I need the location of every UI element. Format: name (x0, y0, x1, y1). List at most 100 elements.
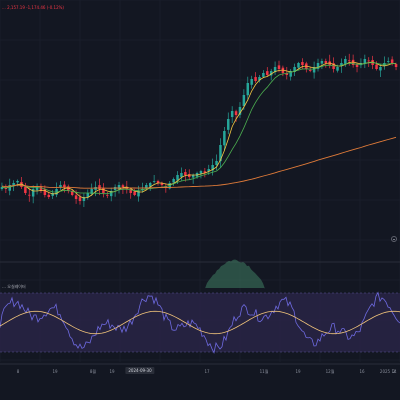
candle-body (273, 67, 277, 73)
candle-body (4, 188, 8, 189)
candle-body (129, 189, 132, 193)
candle-body (51, 193, 54, 196)
candle-body (70, 191, 74, 195)
ma-mid-line (1, 62, 397, 195)
candle-body (156, 181, 160, 183)
candle-body (47, 194, 51, 197)
candle-body (269, 71, 273, 76)
candle-body (234, 111, 238, 115)
candle-body (31, 189, 35, 197)
candle-body (211, 165, 214, 171)
candle-body (347, 60, 351, 62)
oscillator-line (0, 291, 400, 354)
x-axis-tick-label: 12월 (325, 369, 335, 374)
candle-body (379, 67, 382, 71)
candle-body (16, 181, 19, 183)
candle-body (285, 73, 289, 75)
candle-body (102, 188, 105, 193)
x-axis-tick-label: 19 (52, 369, 58, 374)
candle-body (199, 171, 203, 174)
ohlc-readout: ... 2,157.19 -1,174.46 (-0.12%) (2, 5, 64, 10)
candle-body (312, 67, 316, 73)
candle-body (254, 77, 257, 81)
candle-body (316, 63, 320, 69)
candle-body (258, 77, 261, 81)
pane-settings-icon[interactable] (391, 236, 397, 242)
candle-body (78, 197, 82, 201)
candle-body (262, 73, 265, 77)
candle-body (35, 187, 39, 191)
candle-body (63, 184, 66, 187)
candle-body (297, 63, 300, 68)
candle-body (12, 183, 15, 186)
candle-body (148, 183, 152, 187)
candle-body (8, 185, 12, 191)
candle-body (277, 65, 281, 69)
ma-long-line (1, 136, 397, 189)
candle-body (28, 194, 31, 196)
candle-body (203, 171, 207, 173)
candle-body (250, 79, 253, 85)
candle-body (230, 111, 234, 118)
candle-body (308, 70, 312, 71)
x-axis-tick-label: 8월 (89, 369, 97, 374)
ma-short-line (1, 61, 396, 199)
candle-body (184, 172, 187, 175)
candle-body (246, 83, 250, 96)
candle-body (145, 185, 148, 188)
x-axis-tick-label: 2 (392, 369, 396, 374)
candle-body (39, 186, 43, 191)
x-axis-tick-label: 19 (295, 369, 301, 374)
candle-body (74, 195, 78, 199)
candle-body (227, 119, 230, 130)
x-axis-tick-label: 8 (16, 369, 20, 374)
x-axis-tick-label: 14 (391, 369, 397, 374)
oscillator-band (0, 293, 400, 352)
candle-body (82, 197, 86, 202)
candle-body (344, 59, 347, 64)
x-axis-tick-label: 16 (359, 369, 365, 374)
candle-body (86, 193, 90, 198)
candle-body (172, 179, 175, 183)
candle-body (386, 61, 390, 62)
candle-body (106, 194, 109, 196)
candle-body (67, 186, 70, 191)
candle-body (219, 145, 222, 162)
candle-body (324, 61, 328, 63)
candle-body (301, 62, 304, 65)
candle-body (187, 174, 191, 177)
candle-body (242, 95, 246, 106)
candle-body (20, 182, 23, 187)
candle-body (98, 185, 101, 189)
candle-body (176, 175, 179, 181)
x-axis-tick-label: 2025 (379, 369, 391, 374)
candle-body (289, 71, 292, 77)
candle-body (394, 64, 398, 67)
x-axis-tick-label: 19 (109, 369, 115, 374)
candle-body (109, 191, 113, 197)
candle-body (363, 59, 367, 64)
candle-body (117, 185, 121, 189)
candle-body (266, 71, 269, 75)
candle-body (152, 181, 156, 182)
oscillator-signal-line (0, 310, 400, 335)
candle-body (207, 169, 211, 172)
candle-body (137, 191, 140, 197)
candle-body (375, 64, 378, 69)
candle-body (390, 59, 394, 63)
x-axis-tick-label: 17 (204, 369, 210, 374)
candle-body (215, 161, 218, 166)
candle-body (336, 67, 339, 71)
oscillator-label: … 오실레이터 (2, 284, 26, 289)
candle-body (340, 63, 343, 67)
oscillator-histogram (205, 259, 265, 289)
candle-body (133, 191, 136, 195)
candle-body (355, 64, 359, 67)
candle-body (90, 189, 93, 195)
candle-body (238, 107, 242, 115)
candle-body (223, 131, 226, 146)
candle-body (160, 183, 164, 185)
candle-body (180, 173, 183, 177)
